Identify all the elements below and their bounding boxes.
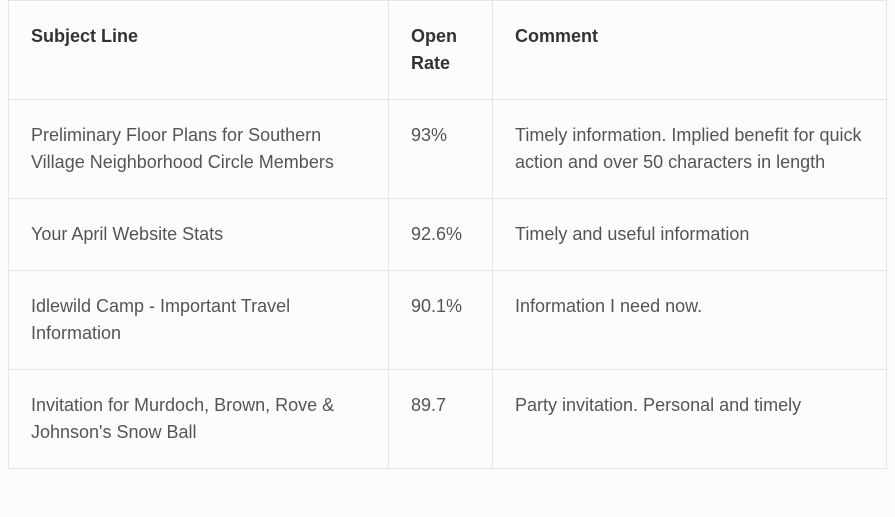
- subject-line-table: Subject Line Open Rate Comment Prelimina…: [8, 0, 887, 469]
- cell-subject: Preliminary Floor Plans for Southern Vil…: [9, 100, 389, 199]
- cell-subject: Invitation for Murdoch, Brown, Rove & Jo…: [9, 370, 389, 469]
- cell-rate: 89.7: [389, 370, 493, 469]
- col-header-comment: Comment: [493, 1, 887, 100]
- cell-rate: 90.1%: [389, 271, 493, 370]
- table-row: Your April Website Stats 92.6% Timely an…: [9, 199, 887, 271]
- cell-rate: 93%: [389, 100, 493, 199]
- table-row: Preliminary Floor Plans for Southern Vil…: [9, 100, 887, 199]
- col-header-rate: Open Rate: [389, 1, 493, 100]
- table-container: Subject Line Open Rate Comment Prelimina…: [0, 0, 895, 469]
- cell-comment: Timely information. Implied benefit for …: [493, 100, 887, 199]
- col-header-subject: Subject Line: [9, 1, 389, 100]
- cell-comment: Timely and useful information: [493, 199, 887, 271]
- table-header-row: Subject Line Open Rate Comment: [9, 1, 887, 100]
- cell-subject: Your April Website Stats: [9, 199, 389, 271]
- cell-subject: Idlewild Camp - Important Travel Informa…: [9, 271, 389, 370]
- cell-comment: Party invitation. Personal and timely: [493, 370, 887, 469]
- cell-rate: 92.6%: [389, 199, 493, 271]
- table-row: Invitation for Murdoch, Brown, Rove & Jo…: [9, 370, 887, 469]
- table-row: Idlewild Camp - Important Travel Informa…: [9, 271, 887, 370]
- cell-comment: Information I need now.: [493, 271, 887, 370]
